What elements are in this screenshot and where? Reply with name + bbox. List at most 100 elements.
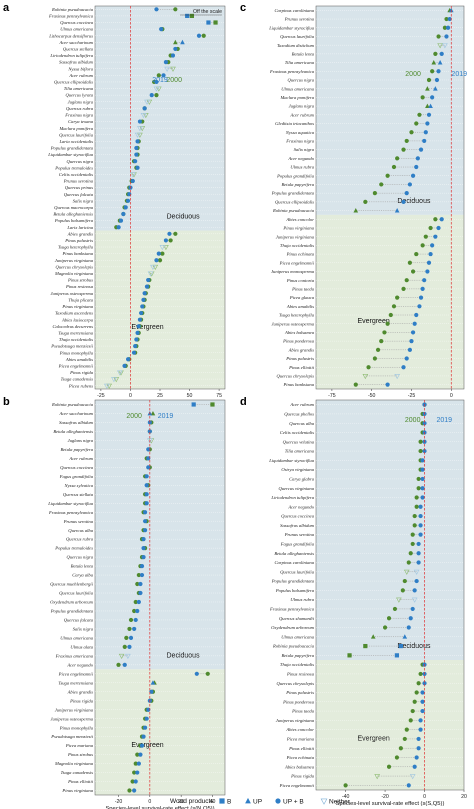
species-label: Acer saccharinum	[58, 411, 93, 416]
marker-2019	[414, 578, 419, 584]
marker-2019	[439, 217, 444, 222]
species-label: Pinus elliottii	[288, 365, 315, 370]
marker-2019	[147, 429, 152, 434]
species-label: Salix nigra	[73, 627, 94, 632]
species-label: Pinus banksiana	[62, 251, 94, 256]
marker-2019	[141, 546, 146, 551]
marker-2019	[170, 53, 176, 58]
year-label-2019: 2019	[436, 417, 452, 424]
marker-2000	[442, 25, 448, 30]
marker-2019	[139, 572, 145, 578]
marker-2019	[418, 147, 424, 152]
marker-2019	[414, 755, 419, 760]
x-axis-label: Species-level survival-rate effect (s(S,…	[336, 801, 445, 807]
marker-2000	[382, 625, 388, 630]
species-label: Ulmus americana	[281, 634, 314, 639]
marker-2019	[418, 718, 423, 723]
marker-2000	[416, 476, 421, 482]
marker-2000	[418, 439, 423, 444]
marker-2019	[412, 764, 417, 769]
species-label: Quercus macrocarpa	[54, 205, 94, 210]
panel-letter-b: b	[3, 396, 10, 408]
species-label: Abies amabilis	[65, 357, 93, 362]
species-label: Quercus falcata	[64, 618, 94, 623]
marker-2019	[135, 165, 140, 170]
species-label: Quercus chrysolepis	[56, 264, 94, 269]
x-tick-label: 40	[210, 799, 216, 805]
marker-2019	[420, 467, 425, 472]
chart-panel-c: Deciduous Evergreen Carpinus caroliniana Pr…	[268, 5, 467, 406]
marker-2019	[426, 112, 432, 117]
evergreen-background	[95, 230, 225, 389]
species-label: Quercus chrysolepis	[277, 374, 315, 379]
marker-2000	[372, 356, 377, 361]
marker-2019	[122, 363, 127, 368]
species-label: Quercus velutina	[283, 439, 315, 444]
marker-2000	[116, 662, 121, 667]
plot-frame	[94, 399, 226, 796]
marker-2000	[386, 764, 392, 769]
x-tick-label: 20	[178, 799, 184, 805]
x-tick-label: -25	[97, 393, 105, 399]
species-label: Ulmus rubra	[290, 165, 314, 170]
species-label: Ulmus americana	[281, 86, 314, 91]
marker-2019	[144, 716, 149, 721]
marker-2000	[414, 121, 419, 126]
marker-2019	[418, 532, 423, 537]
marker-2000	[382, 330, 387, 335]
species-label: Prunus serotina	[284, 17, 315, 22]
marker-2019	[417, 304, 422, 309]
marker-2019	[191, 402, 196, 407]
species-label: Nyssa sylvatica	[64, 483, 94, 488]
species-label: Pinus palustris	[285, 356, 314, 361]
species-label: Oxydendrum arboreum	[50, 600, 94, 605]
marker-2000	[386, 616, 392, 621]
marker-2000	[404, 138, 409, 144]
marker-2019	[416, 746, 421, 751]
species-label: Quercus laurifolia	[280, 34, 315, 39]
marker-2019	[123, 205, 128, 210]
species-label: Pinus virginiana	[282, 226, 314, 231]
x-axis-label: Species-level survival-rate effect (s(N,…	[105, 806, 214, 809]
marker-2000	[404, 727, 409, 732]
marker-2000	[416, 681, 421, 686]
marker-2019	[150, 680, 156, 685]
marker-2019	[428, 251, 433, 257]
species-label: Magnolia virginiana	[54, 761, 94, 766]
species-label: Acer rubrum	[68, 73, 93, 78]
marker-2019	[159, 245, 166, 251]
marker-2019	[402, 634, 408, 639]
species-label: Laria occidentalis	[58, 139, 93, 144]
species-label: Quercus virginiana	[278, 486, 314, 491]
species-label: Pinus palustris	[64, 238, 93, 243]
x-tick-label: -75	[328, 393, 336, 399]
group-label-deciduous: Deciduous	[397, 198, 431, 205]
legend-label: B	[227, 798, 231, 805]
species-label: Fraxinus pennsylvanica	[48, 14, 94, 19]
marker-2019	[141, 555, 146, 560]
marker-2000	[396, 597, 402, 603]
species-label: Pinus rigida	[69, 698, 94, 703]
marker-2019	[137, 119, 143, 124]
marker-2000	[353, 382, 358, 387]
species-label: Liquidambar styraciflua	[268, 458, 314, 463]
species-label: Abies balsamea	[284, 330, 315, 335]
marker-2000	[122, 644, 127, 649]
species-label: Acer rubrum	[68, 456, 93, 461]
species-label: Pseudotsuga menziesii	[50, 734, 93, 739]
species-label: Tilia americana	[285, 449, 315, 454]
species-label: Tsuga heterophylla	[58, 245, 94, 250]
marker-2019	[137, 317, 143, 322]
species-label: Betula alleghaniensis	[53, 212, 93, 217]
marker-2019	[118, 218, 124, 223]
marker-2000	[402, 736, 407, 742]
x-tick-label: 25	[157, 393, 163, 399]
x-tick-label: 0	[450, 393, 453, 399]
species-label: Carya texana	[68, 119, 94, 124]
species-label: Ulmus alata	[70, 644, 93, 649]
marker-2019	[111, 377, 117, 383]
marker-2019	[136, 324, 141, 329]
marker-2000	[163, 245, 169, 251]
marker-2000	[416, 486, 421, 491]
marker-2000	[406, 560, 411, 565]
